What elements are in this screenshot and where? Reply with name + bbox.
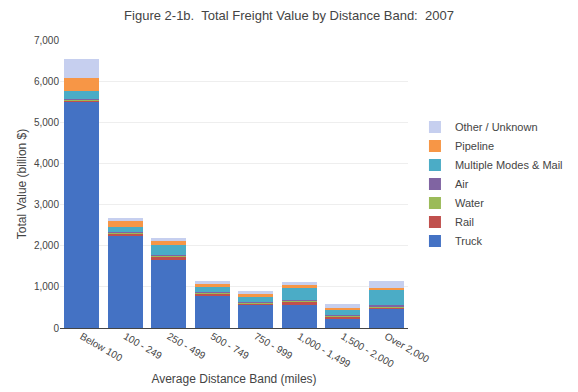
svg-text:Average Distance Band (miles): Average Distance Band (miles) bbox=[151, 372, 316, 386]
svg-text:1,500 - 2,000: 1,500 - 2,000 bbox=[339, 331, 396, 370]
svg-text:250 - 499: 250 - 499 bbox=[165, 331, 207, 362]
svg-text:500 - 749: 500 - 749 bbox=[209, 331, 251, 362]
svg-text:5,000: 5,000 bbox=[34, 117, 59, 128]
svg-text:Pipeline: Pipeline bbox=[455, 140, 494, 152]
svg-text:1,000 - 1,499: 1,000 - 1,499 bbox=[296, 331, 353, 370]
svg-text:1,000: 1,000 bbox=[34, 281, 59, 292]
svg-text:750 - 999: 750 - 999 bbox=[252, 331, 294, 362]
svg-text:3,000: 3,000 bbox=[34, 199, 59, 210]
svg-text:Water: Water bbox=[455, 197, 484, 209]
svg-text:Other / Unknown: Other / Unknown bbox=[455, 121, 538, 133]
svg-text:Truck: Truck bbox=[455, 235, 483, 247]
svg-text:0: 0 bbox=[53, 323, 59, 334]
svg-text:Figure 2-1b. Total Freight Va: Figure 2-1b. Total Freight Value by Dist… bbox=[124, 8, 454, 23]
svg-text:Total Value (billion $): Total Value (billion $) bbox=[15, 129, 29, 240]
svg-text:Multiple Modes & Mail: Multiple Modes & Mail bbox=[455, 159, 563, 171]
svg-text:7,000: 7,000 bbox=[34, 35, 59, 46]
svg-text:Air: Air bbox=[455, 178, 469, 190]
svg-text:4,000: 4,000 bbox=[34, 158, 59, 169]
svg-text:2,000: 2,000 bbox=[34, 240, 59, 251]
svg-text:Over 2,000: Over 2,000 bbox=[383, 331, 432, 365]
svg-text:Below 100: Below 100 bbox=[78, 331, 124, 364]
svg-text:100 - 249: 100 - 249 bbox=[122, 331, 164, 362]
svg-text:6,000: 6,000 bbox=[34, 76, 59, 87]
svg-text:Rail: Rail bbox=[455, 216, 474, 228]
